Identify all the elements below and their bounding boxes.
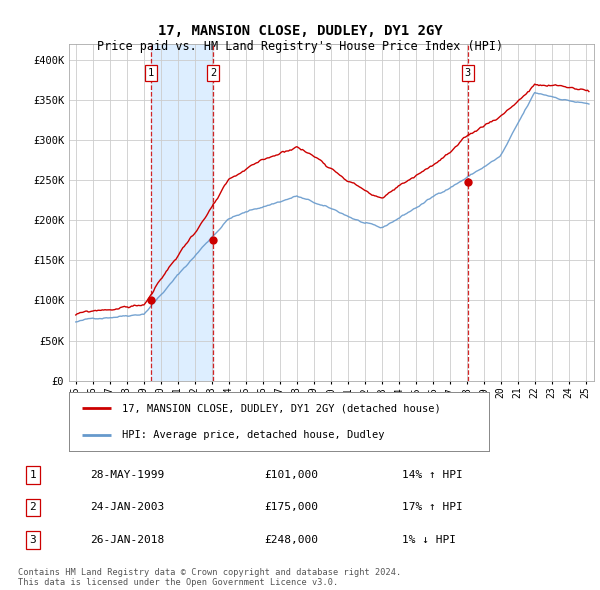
Text: 17, MANSION CLOSE, DUDLEY, DY1 2GY (detached house): 17, MANSION CLOSE, DUDLEY, DY1 2GY (deta…: [121, 404, 440, 413]
Text: 1: 1: [148, 68, 154, 78]
Text: 3: 3: [464, 68, 471, 78]
Text: 28-MAY-1999: 28-MAY-1999: [90, 470, 164, 480]
Text: 17, MANSION CLOSE, DUDLEY, DY1 2GY: 17, MANSION CLOSE, DUDLEY, DY1 2GY: [158, 24, 442, 38]
Text: 2: 2: [210, 68, 216, 78]
Text: 14% ↑ HPI: 14% ↑ HPI: [402, 470, 463, 480]
Text: 26-JAN-2018: 26-JAN-2018: [90, 535, 164, 545]
Text: 1% ↓ HPI: 1% ↓ HPI: [402, 535, 456, 545]
Text: 3: 3: [29, 535, 37, 545]
Text: £101,000: £101,000: [264, 470, 318, 480]
Text: 24-JAN-2003: 24-JAN-2003: [90, 503, 164, 512]
Text: £175,000: £175,000: [264, 503, 318, 512]
Text: 1: 1: [29, 470, 37, 480]
Text: 2: 2: [29, 503, 37, 512]
Text: Price paid vs. HM Land Registry's House Price Index (HPI): Price paid vs. HM Land Registry's House …: [97, 40, 503, 53]
Text: HPI: Average price, detached house, Dudley: HPI: Average price, detached house, Dudl…: [121, 431, 384, 440]
Text: Contains HM Land Registry data © Crown copyright and database right 2024.
This d: Contains HM Land Registry data © Crown c…: [18, 568, 401, 587]
Text: £248,000: £248,000: [264, 535, 318, 545]
Text: 17% ↑ HPI: 17% ↑ HPI: [402, 503, 463, 512]
Bar: [151, 44, 213, 381]
